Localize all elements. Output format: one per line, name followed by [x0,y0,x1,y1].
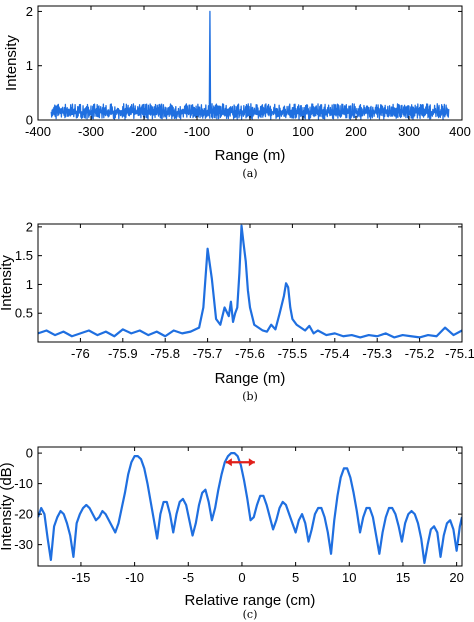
series-line [38,452,462,565]
x-tick-label: 10 [342,570,356,585]
panel-caption: (c) [243,608,258,621]
x-tick-label: 300 [398,124,420,139]
y-axis-label: Intensity (dB) [0,462,15,550]
panel-3: -15 -10 -5 0 5 10 15 20 0 -10 -20 -30 Relative range… [0,446,464,621]
x-axis-label: Relative range (cm) [185,592,316,609]
x-tick-label: -75.2 [405,346,435,361]
x-tick-label: -200 [131,124,157,139]
axes-frame [37,446,463,567]
x-axis-label: Range (m) [215,147,286,164]
panel-caption: (a) [242,167,257,180]
y-tick-label: 0 [26,113,33,128]
x-tick-label: -75.7 [193,346,223,361]
series-line [50,10,450,120]
x-tick-label: -75.8 [150,346,180,361]
x-tick-label: -75.3 [362,346,392,361]
x-tick-label: -300 [78,124,104,139]
axes-frame [37,223,463,343]
y-axis-label: Intensity [3,35,20,91]
x-tick-label: 5 [292,570,299,585]
x-tick-label: 20 [449,570,463,585]
x-tick-label: -75.6 [235,346,265,361]
arrow-left-icon [225,458,232,467]
y-tick-label: 2 [26,4,33,19]
x-tick-label: 0 [238,570,245,585]
x-tick-label: 100 [292,124,314,139]
x-axis-label: Range (m) [215,370,286,387]
x-tick-label: -100 [184,124,210,139]
axes-frame [37,5,463,121]
x-tick-label: -75.4 [320,346,350,361]
y-tick-label: 1.5 [15,248,33,263]
x-tick-label: 400 [449,124,471,139]
x-tick-label: -15 [72,570,91,585]
y-tick-label: -20 [14,507,33,522]
x-tick-label: -10 [125,570,144,585]
x-tick-label: 15 [396,570,410,585]
x-tick-label: 200 [345,124,367,139]
arrow-right-icon [248,458,255,467]
series-line [38,224,462,339]
y-tick-label: 1 [26,277,33,292]
x-tick-label: -76 [71,346,90,361]
y-axis-label: Intensity [0,255,15,311]
y-tick-label: 0 [26,446,33,461]
x-tick-label: -75.1 [445,346,474,361]
y-tick-label: 0.5 [15,306,33,321]
x-tick-label: -400 [25,124,51,139]
x-tick-label: -5 [182,570,194,585]
y-tick-label: -30 [14,537,33,552]
x-tick-label: -75.5 [278,346,308,361]
y-tick-label: 1 [26,58,33,73]
panel-1: -400 -300 -200 -100 0 100 200 300 400 0 1 2 Range (m… [3,4,471,180]
panel-2: -76 -75.9 -75.8 -75.7 -75.6 -75.5 -75.4 -75.3 -7… [0,219,474,403]
x-tick-label: -75.9 [108,346,138,361]
y-tick-label: -10 [14,476,33,491]
panel-caption: (b) [242,390,258,403]
x-tick-label: 0 [246,124,253,139]
y-tick-label: 2 [26,219,33,234]
